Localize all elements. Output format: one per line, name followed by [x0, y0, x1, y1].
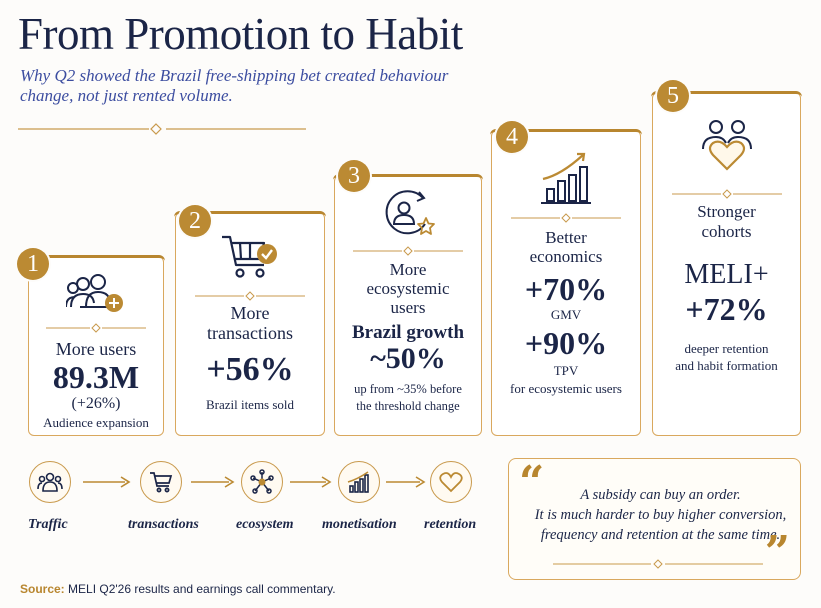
step-2-metric: +56% — [206, 351, 294, 388]
step-3-metric: ~50% — [370, 342, 446, 375]
step-3-badge: 3 — [338, 160, 370, 192]
bar-chart-icon — [347, 471, 369, 493]
step-5-metric-line2: +72% — [685, 291, 768, 327]
users-icon — [37, 472, 63, 492]
network-icon — [250, 469, 274, 494]
step-5-metric-line1: MELI+ — [684, 259, 769, 290]
step-5-badge: 5 — [657, 80, 689, 112]
step-2-divider — [176, 291, 324, 301]
close-quote-icon: ” — [764, 527, 790, 578]
step-3-metric-label: Brazil growth — [351, 322, 465, 343]
step-2-title-line2: transactions — [207, 323, 293, 343]
user-star-cycle-icon — [335, 188, 481, 240]
step-4-badge: 4 — [496, 121, 528, 153]
step-5-caption-line1: deeper retention — [684, 341, 769, 356]
flow-label-ecosystem: ecosystem — [236, 517, 294, 532]
step-2-badge: 2 — [179, 205, 211, 237]
step-1-caption: Audience expansion — [43, 415, 149, 430]
open-quote-icon: “ — [519, 457, 545, 508]
step-2-title-line1: More — [230, 303, 270, 323]
flow-label-transactions: transactions — [128, 517, 199, 532]
step-5-divider — [653, 189, 800, 199]
flow-node-transactions — [140, 461, 182, 503]
step-4-metric1-label: GMV — [550, 307, 582, 322]
cart-icon — [150, 472, 173, 493]
step-3-card: More ecosystemic users Brazil growth ~50… — [333, 174, 483, 436]
step-1-divider — [29, 323, 163, 333]
quote-line-3: frequency and retention at the same time… — [540, 527, 781, 543]
step-3-caption-line1: up from ~35% before — [354, 382, 462, 396]
step-5-caption-line2: and habit formation — [675, 358, 778, 373]
quote-divider — [553, 559, 763, 569]
step-2-card: More transactions +56% Brazil items sold — [174, 211, 326, 436]
step-2-caption: Brazil items sold — [205, 397, 295, 412]
source-note: Source: MELI Q2'26 results and earnings … — [20, 582, 336, 596]
step-3-title-line2: ecosystemic — [366, 279, 450, 298]
source-text: MELI Q2'26 results and earnings call com… — [68, 582, 336, 596]
quote-box: “ A subsidy can buy an order. It is much… — [508, 457, 801, 580]
step-4-metric2: +90% — [524, 325, 608, 361]
step-3-divider — [335, 246, 481, 256]
bar-chart-growth-icon — [492, 151, 640, 207]
step-4-title-line2: economics — [529, 247, 603, 266]
quote-line-1: A subsidy can buy an order. — [580, 487, 741, 503]
flow-label-retention: retention — [424, 517, 477, 532]
step-4-divider — [492, 213, 640, 223]
step-3-title-line1: More — [389, 260, 427, 279]
step-4-title-line1: Better — [545, 228, 587, 247]
flow-arrow-1 — [83, 476, 131, 488]
flow-node-retention — [430, 461, 472, 503]
step-5-title-line1: Stronger — [697, 202, 756, 221]
step-5-card: Stronger cohorts MELI+ +72% deeper reten… — [651, 91, 802, 436]
flow-node-traffic — [29, 461, 71, 503]
heart-icon — [439, 472, 463, 493]
step-1-badge: 1 — [17, 248, 49, 280]
users-add-icon — [29, 273, 163, 315]
quote-line-2: It is much harder to buy higher conversi… — [534, 507, 787, 523]
flow-arrow-2 — [191, 476, 235, 488]
step-1-metric: 89.3M — [52, 359, 140, 395]
flow-arrow-4 — [386, 476, 426, 488]
step-4-metric1: +70% — [524, 271, 608, 307]
page-title: From Promotion to Habit — [18, 9, 463, 59]
flow-node-ecosystem — [241, 461, 283, 503]
step-1-metric-sub: (+26%) — [71, 395, 121, 412]
flow-label-monetisation: monetisation — [322, 517, 397, 532]
page-subtitle: Why Q2 showed the Brazil free-shipping b… — [20, 66, 449, 105]
shopping-cart-check-icon — [176, 233, 324, 281]
step-4-metric2-label: TPV — [553, 363, 579, 378]
step-3-title-line3: users — [390, 298, 426, 317]
step-1-title: More users — [55, 339, 137, 359]
step-1-card: More users 89.3M (+26%) Audience expansi… — [27, 255, 165, 436]
title-divider — [18, 123, 306, 135]
step-3-caption-line2: the threshold change — [356, 399, 460, 413]
flow-arrow-3 — [290, 476, 332, 488]
source-label: Source: — [20, 582, 65, 596]
flow-label-traffic: Traffic — [28, 517, 68, 532]
step-4-caption: for ecosystemic users — [510, 381, 622, 396]
people-heart-icon — [653, 115, 800, 175]
flow-node-monetisation — [338, 461, 380, 503]
quote-text: A subsidy can buy an order. It is much h… — [531, 485, 790, 545]
step-5-title-line2: cohorts — [701, 222, 752, 241]
step-4-card: Better economics +70% GMV +90% TPV for e… — [490, 129, 642, 436]
